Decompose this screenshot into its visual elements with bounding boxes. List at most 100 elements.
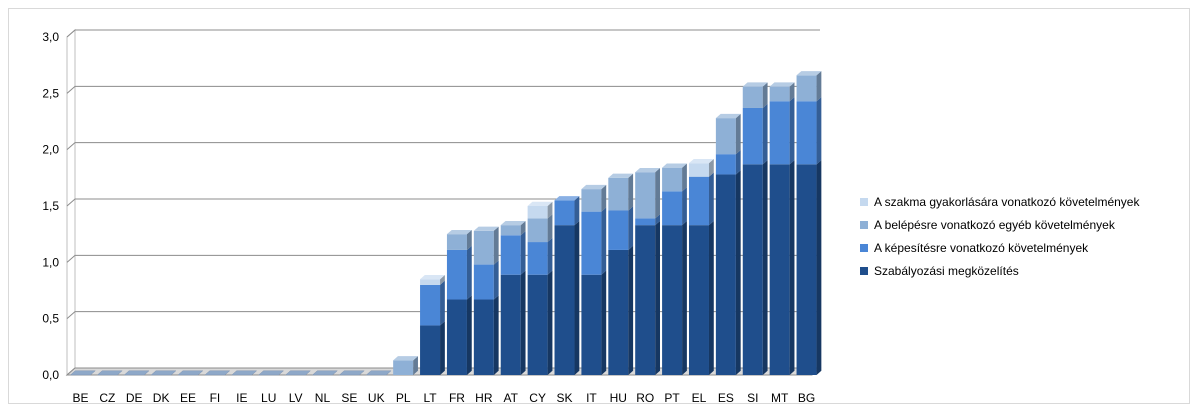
bar-side <box>574 220 580 375</box>
bar-segment <box>769 86 790 102</box>
bar-side <box>762 82 768 108</box>
x-tick-label: LV <box>289 391 303 405</box>
bar-segment <box>581 189 602 212</box>
legend-swatch-series-4 <box>860 197 868 206</box>
x-tick-label: ES <box>718 391 734 405</box>
bar-side <box>601 184 607 212</box>
bar-side <box>789 160 795 375</box>
labels-layer: 0,0 0,5 1,0 1,5 2,0 2,5 3,0 BE CZ DE DK EE FI IE LU LV N… <box>42 30 815 405</box>
bar-side <box>655 220 660 375</box>
bar-side <box>735 170 741 375</box>
bar-segment <box>258 370 285 376</box>
bar-side <box>682 163 687 192</box>
bar-side <box>816 71 822 102</box>
bar-top <box>715 113 741 119</box>
bar-side <box>682 220 687 375</box>
x-tick-label: BG <box>798 391 815 405</box>
bar-top <box>688 158 714 164</box>
bar-segment <box>635 225 656 375</box>
bar-side <box>547 214 553 243</box>
bar-top <box>527 201 553 206</box>
legend-label-series-3: A belépésre vonatkozó egyéb követelménye… <box>874 217 1115 232</box>
bar-segment <box>608 210 629 250</box>
bar-segment <box>635 172 656 219</box>
legend-label-series-1: Szabályozási megközelítés <box>874 263 1019 278</box>
bar-segment <box>527 206 548 219</box>
x-tick-label: CZ <box>99 391 115 405</box>
bar-segment <box>527 242 548 275</box>
bar-top <box>742 82 768 87</box>
bar-segment <box>608 177 629 211</box>
bar-segment <box>662 191 683 226</box>
legend-swatch-series-2 <box>860 243 868 252</box>
bar-segment <box>688 163 709 177</box>
x-tick-label: HR <box>475 391 493 405</box>
bar-side <box>520 231 526 275</box>
bar-segment <box>554 225 575 375</box>
bar-side <box>708 172 714 226</box>
gridline <box>66 142 820 151</box>
y-tick-label: 0,5 <box>42 312 59 326</box>
bar-segment <box>581 211 602 275</box>
bar-segment <box>446 299 467 375</box>
bar-segment <box>527 218 548 243</box>
bar-side <box>708 220 714 375</box>
bar-side <box>816 97 822 165</box>
bar-side <box>735 149 741 175</box>
bar-side <box>601 207 607 275</box>
x-tick-label: DK <box>153 391 170 405</box>
bar-segment <box>420 279 441 285</box>
bar-segment <box>446 249 467 300</box>
bar-side <box>466 229 472 250</box>
legend-label-series-2: A képesítésre vonatkozó követelmények <box>874 240 1089 255</box>
bar-side <box>413 356 418 375</box>
bar-segment <box>715 118 736 155</box>
bar-top <box>500 220 526 226</box>
y-tick-label: 2,5 <box>42 86 59 100</box>
bar-segment <box>796 164 817 375</box>
bar-side <box>816 160 822 375</box>
bar-segment <box>311 370 338 376</box>
bar-side <box>628 245 634 375</box>
bar-segment <box>500 274 521 375</box>
bar-side <box>682 187 687 226</box>
bar-segment <box>338 370 365 376</box>
x-tick-label: CY <box>529 391 546 405</box>
bar-side <box>601 270 607 375</box>
bar-segment <box>231 370 258 376</box>
bar-segment <box>796 75 817 102</box>
bar-side <box>520 270 526 375</box>
bar-side <box>789 82 795 102</box>
bar-segment <box>150 370 177 376</box>
bar-top <box>608 173 634 178</box>
bar-segment <box>96 370 123 376</box>
x-tick-label: NL <box>315 391 331 405</box>
bar-top <box>420 275 445 280</box>
chart-legend: A szakma gyakorlására vonatkozó követelm… <box>860 190 1139 282</box>
bar-segment <box>365 370 392 376</box>
bar-segment <box>420 325 441 375</box>
bar-segment <box>608 249 629 375</box>
bar-segment <box>715 154 736 175</box>
bar-segment <box>769 101 790 165</box>
bar-side <box>440 321 445 375</box>
y-tick-label: 1,5 <box>42 199 59 213</box>
bar-top <box>635 168 660 173</box>
bar-segment <box>69 370 96 376</box>
bars-layer <box>69 71 822 376</box>
bar-segment <box>635 218 656 226</box>
bar-segment <box>527 274 548 375</box>
bar-side <box>493 295 499 375</box>
bar-side <box>493 226 499 265</box>
x-tick-label: LU <box>261 391 276 405</box>
x-tick-label: MT <box>771 391 789 405</box>
bar-top <box>662 163 687 168</box>
bar-segment <box>473 230 494 265</box>
bar-side <box>628 206 634 250</box>
bar-segment <box>662 225 683 375</box>
bar-side <box>628 173 634 211</box>
x-tick-label: LT <box>423 391 437 405</box>
bar-segment <box>742 86 763 108</box>
bar-top <box>796 71 822 76</box>
bar-segment <box>554 200 575 226</box>
